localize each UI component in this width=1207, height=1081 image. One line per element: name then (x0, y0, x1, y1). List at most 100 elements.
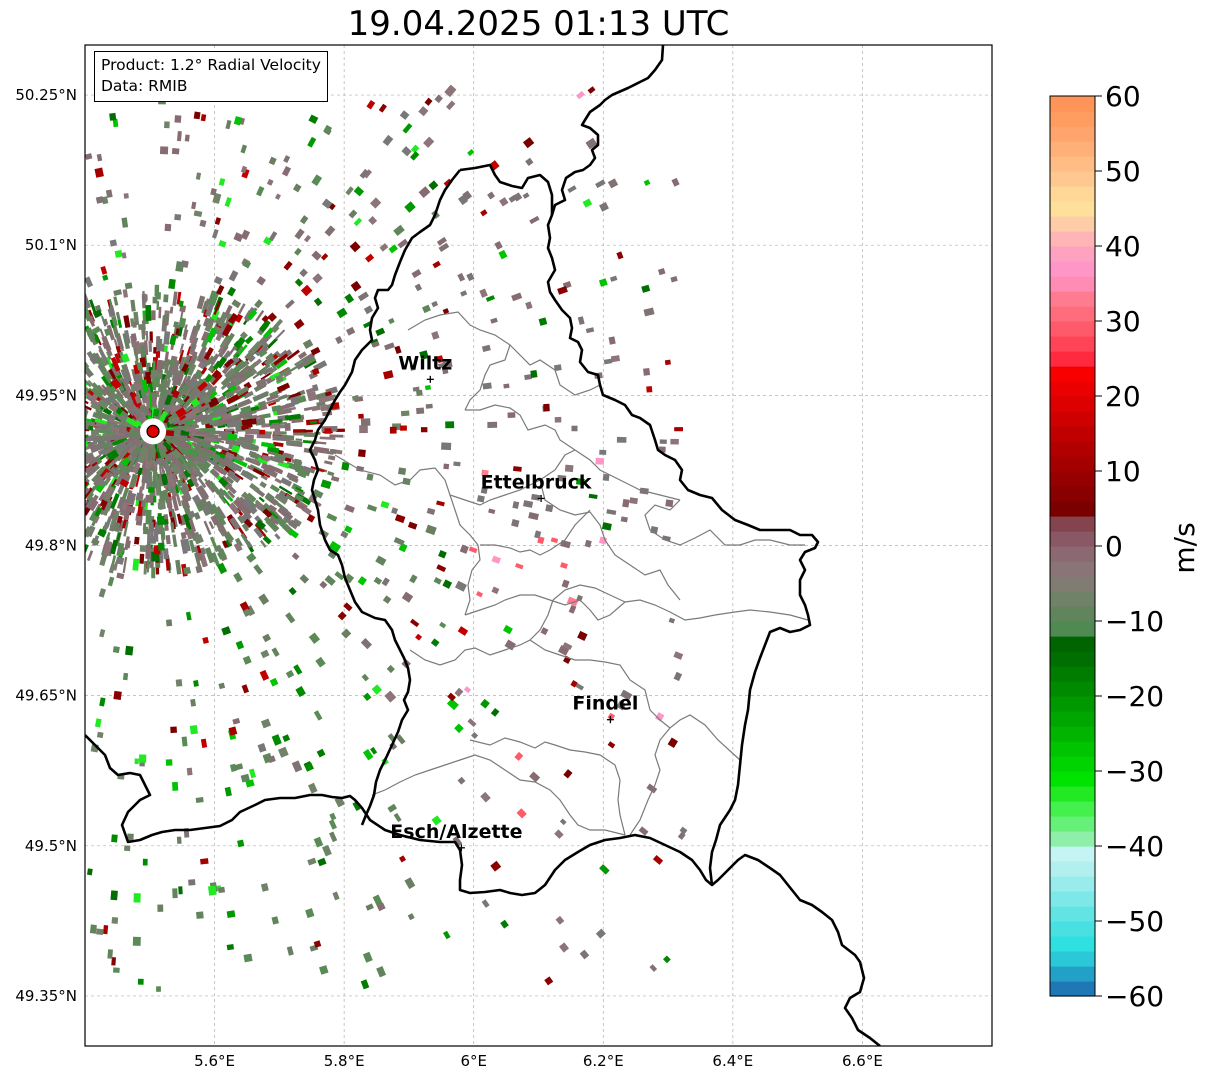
colorbar-segment (1050, 261, 1095, 277)
colorbar-segment (1050, 456, 1095, 472)
city-label: Wiltz (398, 352, 452, 374)
map-title: 19.04.2025 01:13 UTC (347, 4, 730, 44)
colorbar-segment (1050, 156, 1095, 172)
colorbar-segment (1050, 486, 1095, 502)
x-tick-label: 6.2°E (583, 1052, 624, 1070)
colorbar-segment (1050, 756, 1095, 772)
colorbar-segment (1050, 666, 1095, 682)
colorbar-segment (1050, 96, 1095, 112)
colorbar-segment (1050, 741, 1095, 757)
colorbar-tick-label: −30 (1105, 755, 1164, 788)
colorbar-segment (1050, 246, 1095, 262)
y-tick-label: 50.25°N (15, 86, 77, 104)
colorbar-tick-label: 30 (1105, 305, 1141, 338)
colorbar-segment (1050, 111, 1095, 127)
colorbar-tick-label: −20 (1105, 680, 1164, 713)
colorbar-segment (1050, 306, 1095, 322)
colorbar-segment (1050, 546, 1095, 562)
colorbar-segment (1050, 606, 1095, 622)
colorbar-segment (1050, 576, 1095, 592)
colorbar-tick-label: 20 (1105, 380, 1141, 413)
colorbar-tick-label: −10 (1105, 605, 1164, 638)
national-borders (85, 45, 881, 1046)
colorbar-tick-label: 0 (1105, 530, 1123, 563)
colorbar-segment (1050, 561, 1095, 577)
y-tick-label: 49.8°N (25, 537, 77, 555)
colorbar-segment (1050, 336, 1095, 352)
colorbar-tick-label: −60 (1105, 980, 1164, 1013)
colorbar-tick-label: 10 (1105, 455, 1141, 488)
y-tick-label: 49.95°N (15, 386, 77, 404)
x-tick-label: 5.8°E (324, 1052, 365, 1070)
colorbar-segment (1050, 981, 1095, 997)
colorbar-segment (1050, 501, 1095, 517)
colorbar-segment (1050, 651, 1095, 667)
colorbar-segment (1050, 861, 1095, 877)
colorbar-segment (1050, 291, 1095, 307)
colorbar-segment (1050, 786, 1095, 802)
colorbar-tick-label: −50 (1105, 905, 1164, 938)
colorbar-segment (1050, 126, 1095, 142)
colorbar-tick-label: 50 (1105, 155, 1141, 188)
colorbar-segment (1050, 876, 1095, 892)
colorbar-segment (1050, 846, 1095, 862)
colorbar-segment (1050, 801, 1095, 817)
colorbar-segment (1050, 591, 1095, 607)
colorbar-segment (1050, 831, 1095, 847)
colorbar-segment (1050, 816, 1095, 832)
colorbar-segment (1050, 351, 1095, 367)
data-source-label: Data: RMIB (101, 77, 188, 95)
y-tick-label: 49.35°N (15, 987, 77, 1005)
colorbar-segment (1050, 471, 1095, 487)
colorbar-segment (1050, 201, 1095, 217)
colorbar-segment (1050, 516, 1095, 532)
colorbar-segment (1050, 681, 1095, 697)
colorbar-segment (1050, 441, 1095, 457)
x-tick-label: 6.6°E (842, 1052, 883, 1070)
radar-site-marker (146, 424, 160, 438)
product-info-box: Product: 1.2° Radial Velocity Data: RMIB (94, 51, 328, 102)
colorbar-segment (1050, 426, 1095, 442)
colorbar-segment (1050, 276, 1095, 292)
colorbar-segment (1050, 366, 1095, 382)
colorbar-segment (1050, 921, 1095, 937)
colorbar-tick-label: 60 (1105, 80, 1141, 113)
canton-boundaries (334, 311, 809, 836)
city-label: Esch/Alzette (390, 821, 522, 843)
colorbar-segment (1050, 621, 1095, 637)
city-markers: Wiltz Ettelbruck Findel Esch/Alzette (390, 352, 638, 852)
colorbar-segment (1050, 171, 1095, 187)
x-tick-label: 5.6°E (194, 1052, 235, 1070)
colorbar-segment (1050, 381, 1095, 397)
colorbar-segment (1050, 906, 1095, 922)
city-label: Ettelbruck (481, 471, 592, 493)
map-frame (84, 44, 993, 1047)
colorbar-segment (1050, 936, 1095, 952)
colorbar-segment (1050, 636, 1095, 652)
colorbar-tick-label: 40 (1105, 230, 1141, 263)
colorbar-segment (1050, 951, 1095, 967)
colorbar-segment (1050, 726, 1095, 742)
colorbar-segment (1050, 141, 1095, 157)
product-label: Product: 1.2° Radial Velocity (101, 56, 321, 74)
y-tick-label: 49.5°N (25, 837, 77, 855)
colorbar-segment (1050, 216, 1095, 232)
colorbar-segment (1050, 696, 1095, 712)
colorbar-segment (1050, 531, 1095, 547)
colorbar-tick-label: −40 (1105, 830, 1164, 863)
colorbar-segment (1050, 711, 1095, 727)
y-tick-label: 49.65°N (15, 687, 77, 705)
x-tick-label: 6°E (460, 1052, 487, 1070)
colorbar-segment (1050, 411, 1095, 427)
x-tick-label: 6.4°E (712, 1052, 753, 1070)
colorbar-segment (1050, 321, 1095, 337)
colorbar-segment (1050, 771, 1095, 787)
colorbar-segment (1050, 186, 1095, 202)
y-tick-label: 50.1°N (25, 236, 77, 254)
colorbar-segment (1050, 966, 1095, 982)
city-label: Findel (572, 693, 638, 715)
colorbar-segment (1050, 396, 1095, 412)
colorbar: 60 50 40 30 20 10 0 −10 −20 −30 −40 −50 −60 (1049, 80, 1164, 1013)
colorbar-label: m/s (1168, 522, 1201, 573)
